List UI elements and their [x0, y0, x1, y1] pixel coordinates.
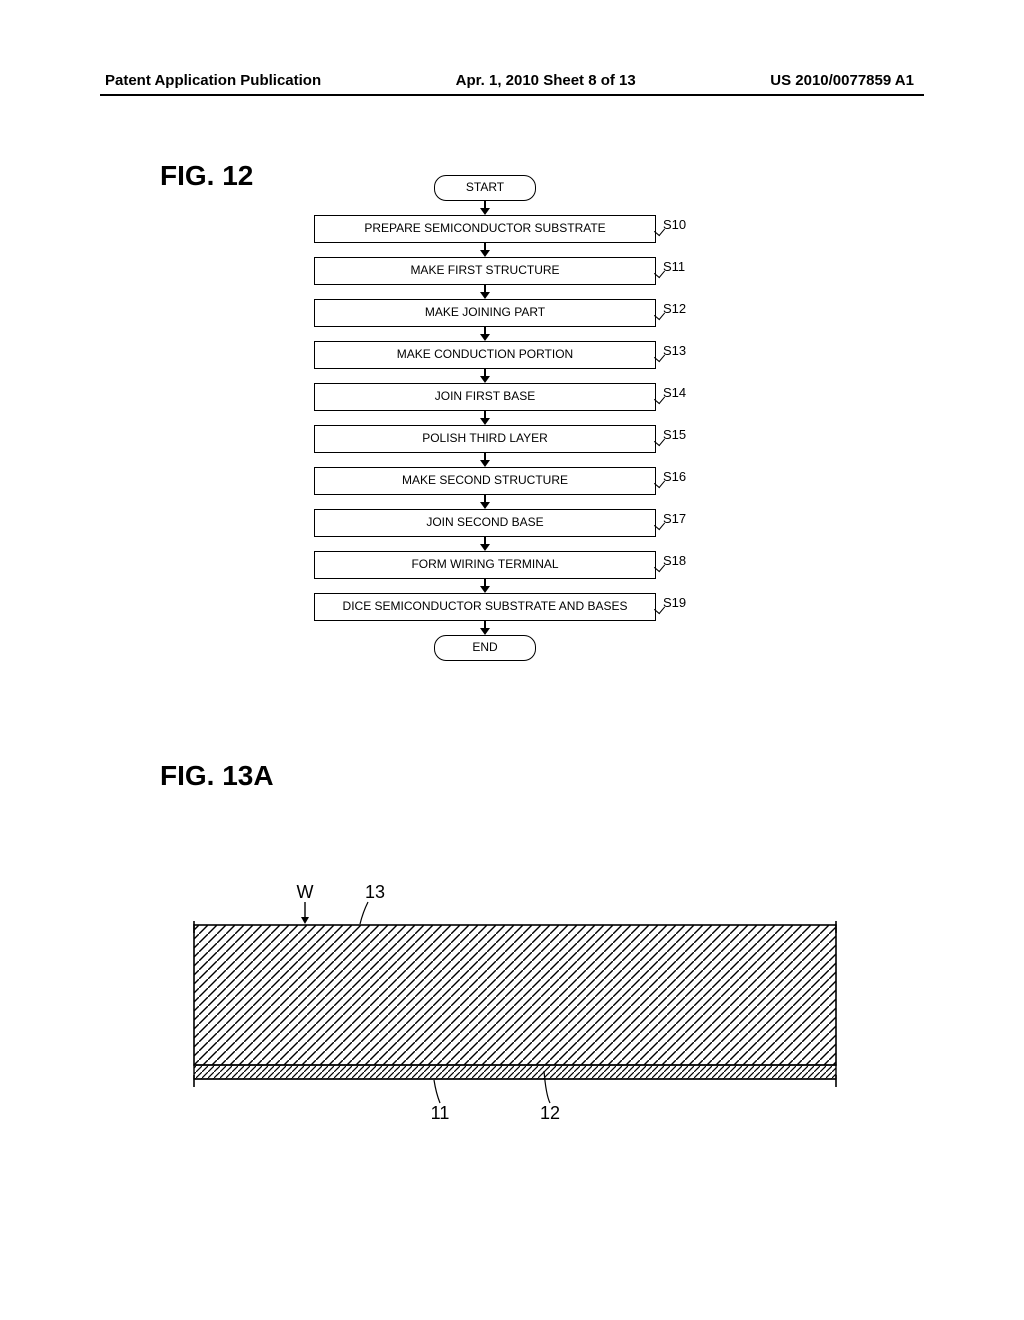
flow-step-row: DICE SEMICONDUCTOR SUBSTRATE AND BASES S1…	[275, 593, 695, 621]
flow-arrow	[484, 327, 486, 334]
flow-step-row: MAKE JOINING PART S12	[275, 299, 695, 327]
flow-arrow	[480, 292, 490, 299]
flow-step-box: MAKE SECOND STRUCTURE	[314, 467, 656, 495]
flow-arrow	[484, 537, 486, 544]
flow-arrow	[480, 586, 490, 593]
flow-step-tag: S18	[663, 553, 686, 568]
svg-text:11: 11	[431, 1103, 450, 1123]
flow-step-row: MAKE CONDUCTION PORTION S13	[275, 341, 695, 369]
flow-arrow	[484, 453, 486, 460]
flow-arrow	[484, 369, 486, 376]
flow-step-row: FORM WIRING TERMINAL S18	[275, 551, 695, 579]
flow-step-box: FORM WIRING TERMINAL	[314, 551, 656, 579]
flow-step-tag: S17	[663, 511, 686, 526]
patent-page: Patent Application Publication Apr. 1, 2…	[0, 0, 1024, 1320]
flow-arrow	[484, 285, 486, 292]
page-header: Patent Application Publication Apr. 1, 2…	[0, 72, 1024, 89]
flow-step-box: MAKE JOINING PART	[314, 299, 656, 327]
flow-step-row: POLISH THIRD LAYER S15	[275, 425, 695, 453]
header-center: Apr. 1, 2010 Sheet 8 of 13	[456, 72, 636, 89]
fig-13a-svg: W 13 11 12	[190, 880, 840, 1140]
svg-text:W: W	[297, 882, 314, 902]
flow-step-tag: S15	[663, 427, 686, 442]
flow-step-tag: S14	[663, 385, 686, 400]
flow-step-row: MAKE SECOND STRUCTURE S16	[275, 467, 695, 495]
flow-arrow	[480, 460, 490, 467]
flow-step-tag: S19	[663, 595, 686, 610]
flow-step-box: MAKE CONDUCTION PORTION	[314, 341, 656, 369]
flow-arrow	[484, 495, 486, 502]
flow-arrow	[480, 628, 490, 635]
flow-step-box: DICE SEMICONDUCTOR SUBSTRATE AND BASES	[314, 593, 656, 621]
flow-step-box: JOIN FIRST BASE	[314, 383, 656, 411]
flow-step-tag: S10	[663, 217, 686, 232]
flow-start: START	[434, 175, 536, 201]
flow-arrow	[484, 243, 486, 250]
flow-arrow	[480, 208, 490, 215]
flow-step-tag: S13	[663, 343, 686, 358]
flow-arrow	[484, 201, 486, 208]
flow-arrow	[484, 411, 486, 418]
flow-arrow	[480, 418, 490, 425]
flow-arrow	[480, 502, 490, 509]
flow-step-box: POLISH THIRD LAYER	[314, 425, 656, 453]
flow-step-row: JOIN FIRST BASE S14	[275, 383, 695, 411]
flow-step-row: JOIN SECOND BASE S17	[275, 509, 695, 537]
fig-13a-label: FIG. 13A	[160, 760, 274, 792]
flow-arrow	[484, 621, 486, 628]
flow-step-tag: S12	[663, 301, 686, 316]
flow-step-tag: S16	[663, 469, 686, 484]
fig-12-flowchart: START PREPARE SEMICONDUCTOR SUBSTRATE S10…	[275, 175, 695, 661]
fig-12-label: FIG. 12	[160, 160, 253, 192]
flow-arrow	[480, 250, 490, 257]
svg-text:12: 12	[540, 1103, 560, 1123]
header-right: US 2010/0077859 A1	[770, 72, 914, 89]
flow-step-row: MAKE FIRST STRUCTURE S11	[275, 257, 695, 285]
flow-arrow	[480, 376, 490, 383]
svg-text:13: 13	[365, 882, 385, 902]
flow-arrow	[484, 579, 486, 586]
flow-step-row: PREPARE SEMICONDUCTOR SUBSTRATE S10	[275, 215, 695, 243]
flow-step-box: PREPARE SEMICONDUCTOR SUBSTRATE	[314, 215, 656, 243]
header-left: Patent Application Publication	[105, 72, 321, 89]
flow-step-tag: S11	[663, 259, 685, 274]
flow-end: END	[434, 635, 536, 661]
flow-arrow	[480, 334, 490, 341]
flow-step-box: MAKE FIRST STRUCTURE	[314, 257, 656, 285]
flow-step-box: JOIN SECOND BASE	[314, 509, 656, 537]
fig-13a-drawing: W 13 11 12	[190, 880, 840, 1145]
header-rule	[100, 94, 924, 96]
flow-arrow	[480, 544, 490, 551]
